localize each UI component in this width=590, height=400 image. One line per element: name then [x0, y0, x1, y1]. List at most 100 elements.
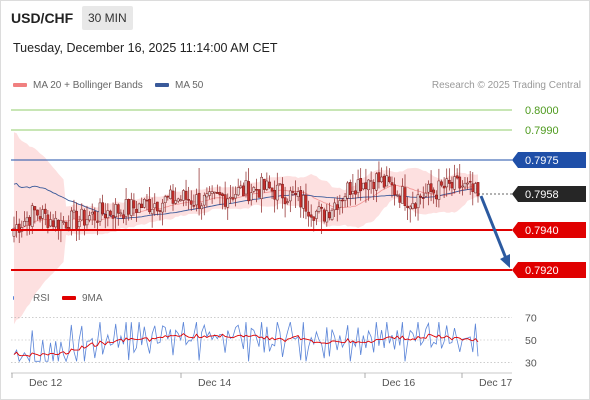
candle-body: [75, 210, 78, 229]
candle-body: [421, 197, 425, 199]
legend-ma50: MA 50: [155, 80, 203, 91]
candle-body: [458, 176, 462, 189]
candle-body: [317, 206, 321, 212]
candle-body: [377, 172, 381, 183]
candle-body: [322, 209, 326, 222]
candle-body: [411, 203, 415, 209]
candle-body: [163, 196, 167, 203]
candle-body: [252, 187, 256, 192]
candle-body: [262, 178, 266, 190]
candle-body: [288, 190, 292, 202]
candle-body: [72, 209, 76, 213]
timeframe-selector[interactable]: 30 MIN: [82, 6, 133, 30]
candle-body: [184, 191, 188, 200]
candle-body: [388, 176, 391, 183]
candle-body: [255, 189, 258, 191]
legend-ma20-label: MA 20 + Bollinger Bands: [33, 80, 143, 91]
candle-body: [330, 209, 334, 220]
levels-layer: 0.8000 0.7990 0.7975 0.7958 0.7940 0.7920: [11, 105, 586, 278]
rsi-tick-label: 70: [525, 313, 537, 325]
candle-body: [218, 192, 222, 196]
candle-body: [231, 197, 235, 200]
rsi-layer: [11, 317, 512, 363]
candle-body: [215, 192, 219, 194]
candle-body: [59, 219, 63, 230]
level-label: 0.8000: [525, 105, 559, 117]
candle-body: [197, 192, 201, 209]
candle-body: [307, 211, 310, 217]
candle-body: [114, 204, 118, 217]
rsi-tick-label: 30: [525, 357, 537, 369]
resistance-tag: [512, 152, 586, 168]
candle-body: [41, 209, 45, 219]
candle-body: [51, 220, 55, 227]
rsi-ma-swatch-icon: [62, 296, 76, 301]
legend-ma20: MA 20 + Bollinger Bands: [13, 80, 143, 91]
candle-body: [210, 191, 214, 194]
candle-body: [471, 183, 475, 192]
candle-body: [127, 199, 131, 215]
candle-body: [408, 206, 412, 210]
candle-body: [90, 211, 94, 215]
candle-body: [36, 209, 39, 216]
candle-body: [83, 210, 86, 226]
candle-body: [270, 187, 274, 192]
level-label: 0.7958: [525, 189, 559, 201]
candle-body: [294, 193, 297, 196]
candle-body: [380, 176, 383, 183]
legend-rsi-label: RSI: [33, 293, 50, 304]
candle-body: [150, 209, 154, 215]
candle-body: [281, 183, 284, 199]
candle-body: [351, 191, 355, 195]
candle-body: [395, 194, 399, 196]
candle-body: [77, 220, 81, 228]
forecast-arrow: [479, 195, 509, 262]
rsi-line: [13, 321, 479, 363]
candle-body: [320, 207, 323, 209]
candle-body: [369, 180, 373, 182]
candle-body: [223, 194, 227, 207]
candle-body: [296, 191, 300, 198]
level-label: 0.7920: [525, 265, 559, 277]
candle-body: [406, 205, 409, 209]
candle-body: [427, 183, 430, 193]
candle-body: [429, 183, 433, 192]
symbol-title: USD/CHF: [11, 10, 74, 26]
candle-body: [247, 181, 250, 202]
candle-body: [440, 181, 443, 186]
candle-body: [445, 178, 449, 188]
candle-body: [64, 221, 68, 229]
candle-body: [140, 203, 144, 209]
candle-body: [85, 219, 89, 226]
candle-body: [171, 190, 175, 204]
candle-body: [249, 192, 253, 201]
candle-body: [468, 180, 472, 183]
candle-body: [56, 219, 60, 230]
candle-body: [161, 202, 164, 213]
chart-datetime: Tuesday, December 16, 2025 11:14:00 AM C…: [13, 41, 278, 55]
candle-body: [239, 185, 243, 188]
price-layer: [12, 132, 480, 325]
candle-body: [135, 208, 138, 213]
candle-body: [189, 200, 193, 205]
candle-body: [372, 181, 376, 190]
candle-body: [268, 181, 271, 189]
candle-body: [304, 194, 308, 212]
candle-body: [96, 221, 99, 223]
candle-body: [174, 200, 177, 204]
x-tick-label: Dec 17: [479, 377, 512, 389]
candle-body: [229, 196, 232, 199]
candle-body: [385, 175, 389, 187]
last-price-tag: [512, 186, 586, 202]
candle-body: [364, 182, 368, 190]
candle-body: [226, 198, 230, 208]
candle-body: [153, 203, 157, 209]
candle-body: [106, 210, 110, 219]
candle-body: [148, 198, 151, 213]
candle-body: [432, 189, 436, 194]
candle-body: [33, 206, 37, 211]
rsi-ma-line: [13, 333, 479, 357]
candle-body: [142, 199, 146, 208]
candle-body: [328, 212, 331, 219]
